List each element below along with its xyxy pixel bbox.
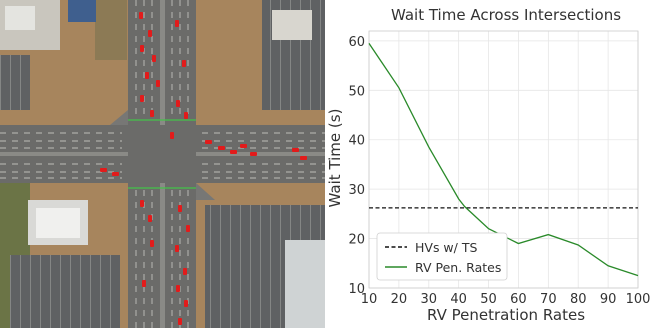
legend-label: HVs w/ TS — [415, 240, 477, 255]
series-line-rv-pen-rates — [368, 43, 639, 277]
vehicle — [142, 280, 146, 287]
road-ramp — [196, 183, 215, 200]
y-tick-label: 20 — [348, 233, 365, 248]
y-tick-label: 50 — [348, 84, 365, 99]
vehicle — [176, 285, 180, 292]
vehicle — [230, 150, 237, 154]
vehicle — [152, 55, 156, 62]
x-axis-ticks: 10 20 30 40 50 60 70 80 90 100 — [361, 292, 651, 307]
building — [36, 208, 80, 238]
x-tick-label: 90 — [600, 292, 617, 307]
vehicle — [156, 80, 160, 87]
vehicle — [218, 146, 225, 150]
vehicle — [150, 240, 154, 247]
vehicle — [175, 20, 179, 27]
chart-title: Wait Time Across Intersections — [391, 6, 621, 24]
aerial-map — [0, 0, 325, 328]
x-tick-label: 70 — [540, 292, 557, 307]
y-axis-label: Wait Time (s) — [326, 109, 344, 208]
building — [272, 10, 312, 40]
y-tick-label: 40 — [348, 134, 365, 149]
aerial-intersection-image — [0, 0, 325, 328]
vehicle — [148, 30, 152, 37]
line-chart: 10 20 30 40 50 60 70 80 90 100 10 20 30 40 50 60 Wait … — [326, 6, 651, 324]
parking-lot — [0, 55, 30, 110]
vehicle — [183, 268, 187, 275]
median — [0, 152, 128, 156]
building — [285, 240, 325, 328]
legend-box — [376, 232, 508, 281]
vehicle — [112, 172, 119, 176]
building — [5, 6, 35, 30]
vehicle — [176, 100, 180, 107]
x-tick-label: 10 — [361, 292, 378, 307]
road-ramp — [110, 110, 128, 125]
x-tick-label: 30 — [421, 292, 438, 307]
vehicle — [145, 72, 149, 79]
x-axis-label: RV Penetration Rates — [427, 306, 585, 324]
vehicle — [139, 12, 143, 19]
vehicle — [250, 152, 257, 156]
y-tick-label: 60 — [348, 35, 365, 50]
vehicle — [182, 60, 186, 67]
y-tick-label: 30 — [348, 183, 365, 198]
vehicle — [148, 215, 152, 222]
series-layer — [368, 43, 639, 277]
building — [68, 0, 96, 22]
vehicle — [140, 45, 144, 52]
vehicle — [240, 144, 247, 148]
vehicle — [184, 112, 188, 119]
vegetation-patch — [95, 0, 127, 60]
x-tick-label: 100 — [626, 292, 651, 307]
median — [160, 183, 165, 328]
vehicle — [100, 168, 107, 172]
vehicle — [178, 205, 182, 212]
vehicle — [184, 300, 188, 307]
vehicle — [175, 245, 179, 252]
vehicle — [170, 132, 174, 139]
x-tick-label: 40 — [450, 292, 467, 307]
vehicles — [100, 12, 307, 325]
legend-label: RV Pen. Rates — [415, 260, 501, 275]
vehicle — [292, 148, 299, 152]
y-axis-ticks: 10 20 30 40 50 60 — [348, 35, 365, 297]
median — [160, 0, 165, 125]
x-tick-label: 50 — [480, 292, 497, 307]
vehicle — [140, 95, 144, 102]
x-tick-label: 80 — [570, 292, 587, 307]
legend: HVs w/ TS RV Pen. Rates — [376, 232, 508, 281]
x-tick-label: 20 — [391, 292, 408, 307]
vehicle — [300, 156, 307, 160]
median — [196, 152, 325, 156]
vehicle — [186, 225, 190, 232]
vehicle — [150, 110, 154, 117]
y-tick-label: 10 — [348, 282, 365, 297]
chart-panel: 10 20 30 40 50 60 70 80 90 100 10 20 30 40 50 60 Wait … — [325, 0, 652, 328]
parking-lot — [10, 255, 120, 328]
vehicle — [178, 318, 182, 325]
vehicle — [205, 140, 212, 144]
x-tick-label: 60 — [510, 292, 527, 307]
plot-frame — [368, 30, 639, 289]
vehicle — [140, 200, 144, 207]
